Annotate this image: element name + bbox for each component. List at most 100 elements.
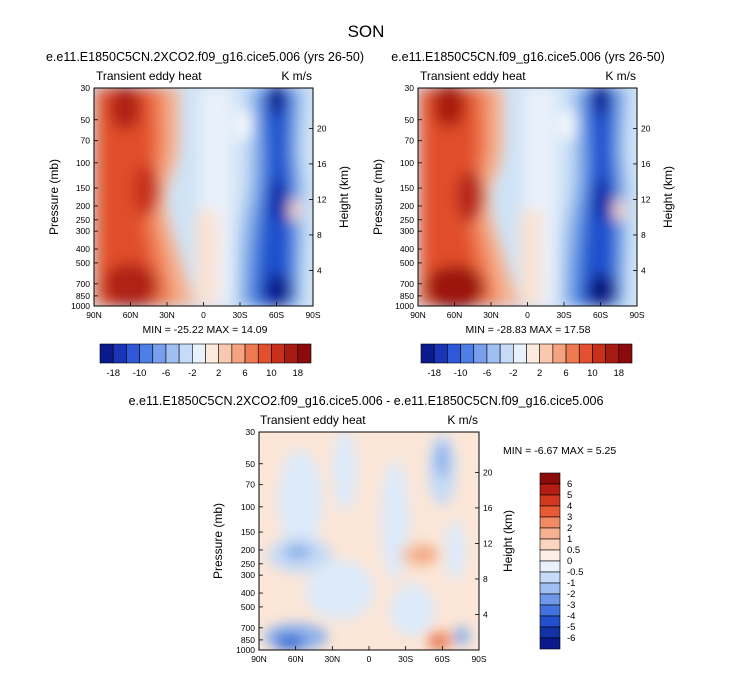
- panel-3-title: e.e11.E1850C5CN.2XCO2.f09_g16.cice5.006 …: [129, 394, 604, 408]
- colorbar-label: -6: [483, 368, 491, 379]
- y-tick-label: 300: [241, 570, 255, 580]
- height-tick-label: 4: [483, 609, 488, 619]
- y-tick-label: 500: [76, 258, 90, 268]
- y-tick-label: 300: [400, 226, 414, 236]
- colorbar-label: -6: [567, 633, 575, 644]
- colorbar-swatch: [565, 343, 580, 364]
- height-tick-label: 4: [641, 265, 646, 275]
- x-tick-label: 60N: [288, 654, 304, 664]
- colorbar-swatch: [447, 343, 461, 364]
- panel-2-field-label: Transient eddy heat: [420, 69, 526, 83]
- colorbar-label: 0: [567, 556, 572, 567]
- colorbar-swatch: [578, 343, 593, 364]
- y-tick-label: 70: [405, 136, 415, 146]
- panel-2-units: K m/s: [605, 69, 636, 83]
- colorbar-swatch: [539, 571, 561, 584]
- colorbar-swatch: [539, 483, 561, 496]
- y-tick-label: 700: [241, 623, 255, 633]
- height-tick-label: 20: [483, 467, 493, 477]
- colorbar-swatch: [499, 343, 514, 364]
- colorbar-swatch: [539, 604, 561, 617]
- panel-1-units: K m/s: [281, 69, 312, 83]
- panel-2-ylabel-right: Height (km): [661, 166, 675, 228]
- panel-1-colorbar: -18 -10 -6 -2 2 6 10 18: [99, 343, 312, 379]
- panel-2-x-ticks: 90N 60N 30N 0 30S 60S 90S: [410, 302, 645, 320]
- height-tick-label: 12: [317, 194, 327, 204]
- y-tick-label: 250: [76, 215, 90, 225]
- panel-3-field: [259, 432, 479, 650]
- y-tick-label: 1000: [71, 301, 90, 311]
- colorbar-swatch: [539, 538, 561, 551]
- y-tick-label: 100: [241, 502, 255, 512]
- panel-1-ylabel-right: Height (km): [337, 166, 351, 228]
- x-tick-label: 60S: [593, 310, 608, 320]
- x-tick-label: 90S: [305, 310, 320, 320]
- colorbar-swatch: [139, 343, 154, 364]
- colorbar-swatch: [192, 343, 206, 364]
- x-tick-label: 60N: [447, 310, 463, 320]
- colorbar-swatch: [99, 343, 114, 364]
- colorbar-swatch: [126, 343, 140, 364]
- panel-3-ylabel: Pressure (mb): [211, 503, 225, 579]
- colorbar-label: -6: [162, 368, 170, 379]
- colorbar-swatch: [539, 516, 561, 529]
- panel-2-stats: MIN = -28.83 MAX = 17.58: [466, 324, 591, 336]
- panel-3-field-label: Transient eddy heat: [260, 413, 366, 427]
- colorbar-swatch: [539, 582, 561, 595]
- colorbar-label: -4: [567, 611, 575, 622]
- colorbar-label: 3: [567, 512, 572, 523]
- colorbar-swatch: [433, 343, 448, 364]
- panel-3: e.e11.E1850C5CN.2XCO2.f09_g16.cice5.006 …: [129, 394, 617, 664]
- y-tick-label: 200: [400, 201, 414, 211]
- colorbar-swatch: [231, 343, 246, 364]
- y-tick-label: 30: [246, 427, 256, 437]
- y-tick-label: 150: [400, 183, 414, 193]
- panel-3-height-ticks: 4 8 12 16 20: [475, 467, 493, 619]
- colorbar-swatch: [165, 343, 180, 364]
- colorbar-swatch: [605, 343, 620, 364]
- panel-3-x-ticks: 90N 60N 30N 0 30S 60S 90S: [251, 646, 487, 664]
- panel-2: e.e11.E1850C5CN.f09_g16.cice5.006 (yrs 2…: [371, 50, 675, 379]
- height-tick-label: 4: [317, 265, 322, 275]
- x-tick-label: 90N: [251, 654, 267, 664]
- colorbar-swatch: [112, 343, 127, 364]
- y-tick-label: 500: [400, 258, 414, 268]
- panel-2-colorbar: -18 -10 -6 -2 2 6 10 18: [420, 343, 633, 379]
- colorbar-label: 1: [567, 534, 572, 545]
- colorbar-swatch: [271, 343, 285, 364]
- panel-2-title: e.e11.E1850C5CN.f09_g16.cice5.006 (yrs 2…: [391, 50, 665, 64]
- x-tick-label: 30S: [398, 654, 413, 664]
- colorbar-swatch: [218, 343, 233, 364]
- y-tick-label: 400: [400, 244, 414, 254]
- colorbar-swatch: [473, 343, 488, 364]
- colorbar-swatch: [539, 560, 561, 573]
- colorbar-label: 4: [567, 501, 572, 512]
- x-tick-label: 0: [367, 654, 372, 664]
- colorbar-swatch: [178, 343, 193, 364]
- y-tick-label: 50: [81, 115, 91, 125]
- panel-1-ylabel: Pressure (mb): [47, 159, 61, 235]
- colorbar-label: 2: [567, 523, 572, 534]
- y-tick-label: 150: [241, 527, 255, 537]
- y-tick-label: 100: [400, 158, 414, 168]
- x-tick-label: 30N: [159, 310, 175, 320]
- panel-1-title: e.e11.E1850C5CN.2XCO2.f09_g16.cice5.006 …: [46, 50, 364, 64]
- height-tick-label: 16: [483, 503, 493, 513]
- y-tick-label: 250: [241, 559, 255, 569]
- colorbar-label: -18: [427, 368, 441, 379]
- colorbar-swatch: [526, 343, 540, 364]
- colorbar-label: -3: [567, 600, 575, 611]
- colorbar-label: 5: [567, 490, 572, 501]
- panel-1: e.e11.E1850C5CN.2XCO2.f09_g16.cice5.006 …: [46, 50, 364, 379]
- y-tick-label: 150: [76, 183, 90, 193]
- x-tick-label: 90S: [629, 310, 644, 320]
- x-tick-label: 0: [525, 310, 530, 320]
- colorbar-swatch: [539, 593, 561, 606]
- y-tick-label: 700: [76, 279, 90, 289]
- height-tick-label: 20: [641, 123, 651, 133]
- colorbar-label: -2: [188, 368, 196, 379]
- colorbar-label: 10: [587, 368, 598, 379]
